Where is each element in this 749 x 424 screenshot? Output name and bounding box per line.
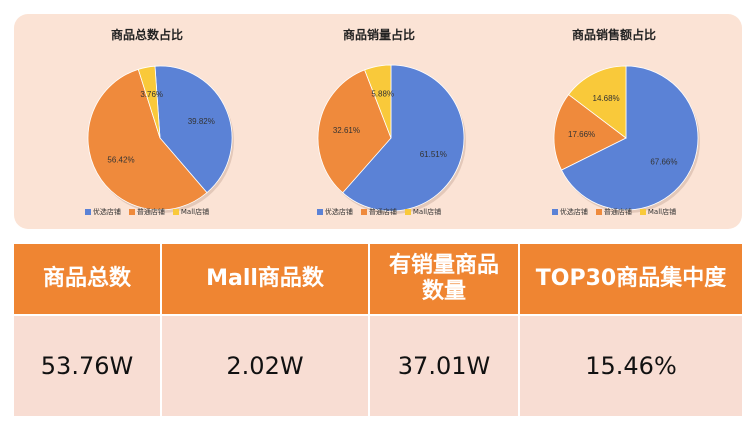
header-label-line: TOP30商品集中度 [535,266,727,291]
pie-svg: 39.82% 56.42% 3.76% [87,65,234,213]
legend-swatch [595,209,602,215]
value-products-with-sales: 37.01W [370,316,518,416]
header-label: 商品总数 [43,266,131,292]
legend-swatch [172,209,179,215]
legend-label: 普通店铺 [603,208,632,216]
pie-slice [317,69,392,194]
legend-swatch [128,209,135,215]
legend-label: 普通店铺 [368,208,397,216]
pie-data-label: 5.88% [371,90,394,99]
legend-label: 优选店铺 [559,208,588,216]
pie-slice [568,65,627,139]
pie-slice [137,65,161,139]
header-label-line: 有销量商品 [388,253,499,278]
header-label: Mall商品数 [206,266,324,292]
header-top30-concentration: TOP30商品集中度 [520,244,742,314]
legend-label: Mall店铺 [647,208,677,216]
value-total-products: 53.76W [14,316,160,416]
legend-item-youxuan: 优选店铺 [84,207,121,217]
pie-title: 商品总数占比 [110,28,183,42]
pie-slice [364,64,392,139]
header-label: 有销量商品 数量 [389,253,499,305]
pie-slice [553,93,627,171]
pie-legend: 优选店铺 普通店铺 Mall店铺 [27,207,267,217]
legend-item-putong: 普通店铺 [128,207,165,217]
header-label-line: 商品总数 [42,266,131,291]
legend-label: 普通店铺 [136,208,165,216]
legend-item-mall: Mall店铺 [172,207,210,217]
pie-charts-panel: 商品总数占比 39.82% 56.42% 3.76% 优选店铺 普通店铺 Mall店… [14,14,742,229]
legend-item-youxuan: 优选店铺 [551,207,588,217]
legend-label: Mall店铺 [412,208,442,216]
pie-data-label: 39.82% [188,117,215,126]
pie-slice [87,68,208,211]
pie-data-label: 14.68% [593,94,620,103]
header-label-line: 数量 [421,279,466,304]
pie-svg: 67.66% 17.66% 14.68% [553,65,700,213]
pie-data-label: 17.66% [568,130,595,139]
legend-swatch [360,209,367,215]
legend-item-youxuan: 优选店铺 [316,207,353,217]
pie-chart-sales-volume: 商品销量占比 61.51% 32.61% 5.88% 优选店铺 普通店铺 Mall店… [259,14,499,229]
legend-swatch [404,209,411,215]
header-label-line: Mall商品数 [206,266,324,291]
pie-slice [154,65,233,194]
header-label: TOP30商品集中度 [536,266,726,292]
header-mall-products: Mall商品数 [162,244,368,314]
legend-item-mall: Mall店铺 [404,207,442,217]
pie-slice [560,65,699,211]
pie-slice [342,64,465,212]
legend-item-mall: Mall店铺 [639,207,677,217]
pie-legend: 优选店铺 普通店铺 Mall店铺 [259,207,499,217]
value-mall-products: 2.02W [162,316,368,416]
legend-swatch [551,209,558,215]
pie-title: 商品销量占比 [342,28,415,42]
value-top30-concentration: 15.46% [520,316,742,416]
legend-swatch [639,209,646,215]
pie-data-label: 67.66% [650,158,677,167]
pie-data-label: 3.76% [140,90,163,99]
legend-item-putong: 普通店铺 [360,207,397,217]
legend-label: 优选店铺 [92,208,121,216]
legend-item-putong: 普通店铺 [595,207,632,217]
pie-chart-total-products: 商品总数占比 39.82% 56.42% 3.76% 优选店铺 普通店铺 Mall店… [27,14,267,229]
pie-svg: 61.51% 32.61% 5.88% [317,64,466,214]
pie-legend: 优选店铺 普通店铺 Mall店铺 [494,207,734,217]
stats-table: 商品总数 Mall商品数 有销量商品 数量 TOP30商品集中度 53.76W 2… [14,244,742,416]
header-products-with-sales: 有销量商品 数量 [370,244,518,314]
pie-data-label: 32.61% [333,126,360,135]
legend-label: Mall店铺 [180,208,210,216]
pie-data-label: 56.42% [107,156,134,165]
pie-data-label: 61.51% [420,150,447,159]
legend-swatch [84,209,91,215]
header-total-products: 商品总数 [14,244,160,314]
pie-title: 商品销售额占比 [571,28,656,42]
pie-chart-sales-revenue: 商品销售额占比 67.66% 17.66% 14.68% 优选店铺 普通店铺 Mal… [494,14,734,229]
legend-label: 优选店铺 [324,208,353,216]
legend-swatch [316,209,323,215]
